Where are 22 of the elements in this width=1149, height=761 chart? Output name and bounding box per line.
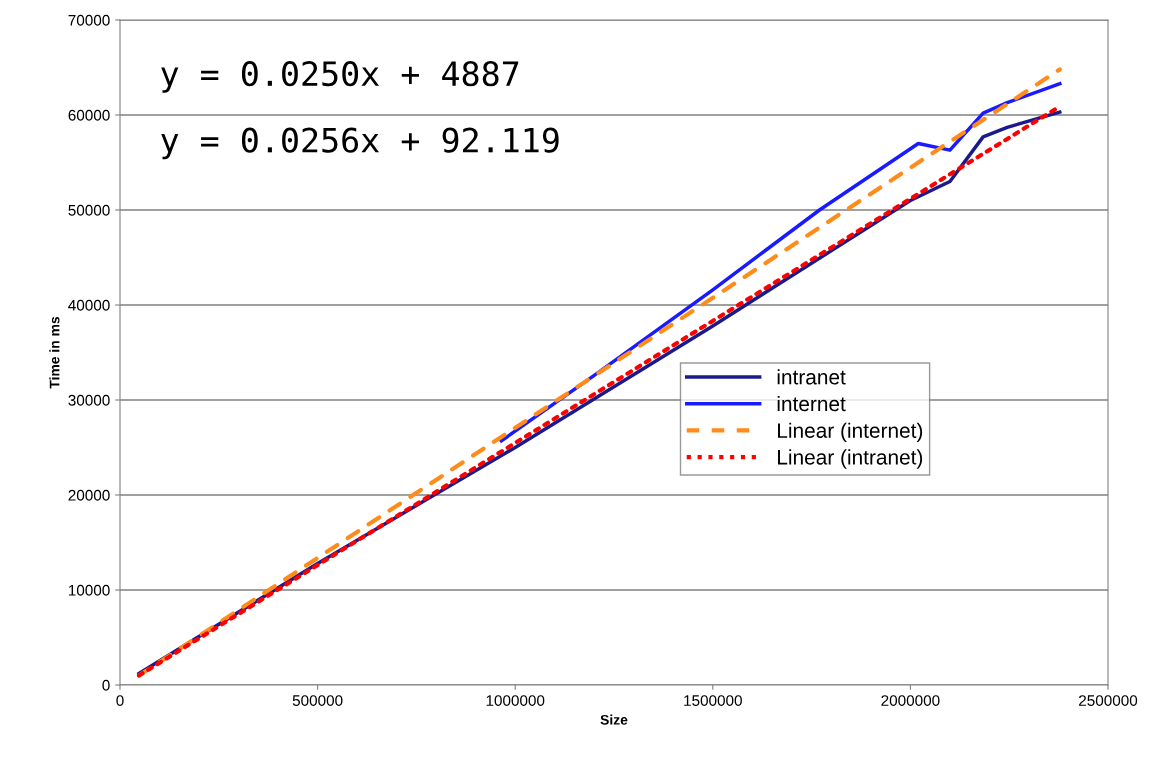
x-axis-title: Size (600, 714, 628, 725)
x-tick-label: 2500000 (1079, 695, 1138, 706)
y-tick-label: 30000 (68, 394, 110, 406)
y-tick-label: 70000 (68, 14, 110, 26)
y-tick-label: 50000 (68, 204, 110, 216)
y-axis-title: Time in ms (49, 316, 60, 389)
y-tick-label: 10000 (68, 584, 110, 596)
y-tick-label: 60000 (68, 109, 110, 121)
y-tick-label: 0 (102, 679, 110, 691)
legend-label: intranet (777, 369, 846, 385)
annotation: y = 0.0250x + 4887 (161, 61, 519, 93)
y-tick-label: 40000 (68, 299, 110, 311)
x-tick-label: 0 (116, 695, 124, 706)
x-tick-label: 1500000 (684, 695, 742, 706)
x-tick-label: 2000000 (881, 695, 940, 706)
annotation: y = 0.0256x + 92.119 (161, 127, 559, 160)
legend-label: internet (777, 395, 846, 412)
legend-label: Linear (internet) (778, 422, 923, 443)
legend-label: Linear (intranet) (778, 449, 923, 469)
x-tick-label: 1000000 (486, 695, 545, 706)
x-tick-label: 500000 (292, 695, 343, 706)
y-tick-label: 20000 (68, 489, 110, 501)
